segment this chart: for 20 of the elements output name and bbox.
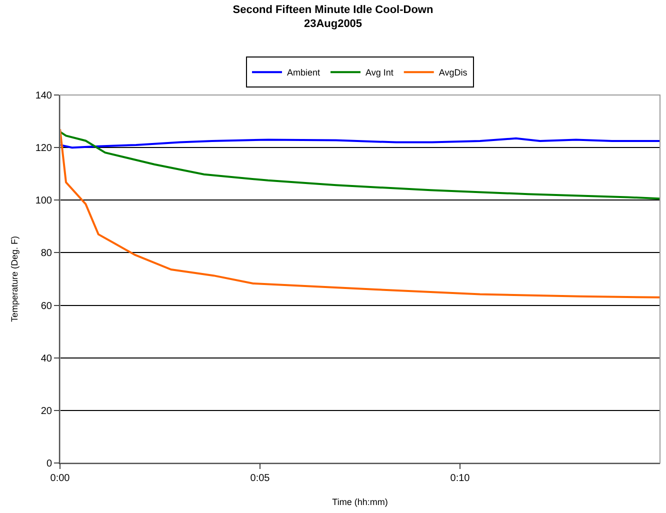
- y-tick-label: 20: [40, 406, 52, 417]
- legend-label: Avg Int: [366, 68, 394, 78]
- chart-title: Second Fifteen Minute Idle Cool-Down 23Aug2005: [232, 4, 434, 30]
- y-tick-label: 0: [46, 458, 52, 470]
- line-series: [60, 137, 660, 149]
- y-tick-label: 100: [35, 196, 52, 207]
- legend-label: AvgDis: [438, 68, 468, 78]
- y-tick-label: 120: [35, 143, 52, 154]
- x-tick-label: 0:00: [50, 473, 70, 484]
- line-series: [60, 130, 660, 200]
- y-axis-title: Temperature (Deg. F): [10, 236, 20, 322]
- x-tick-label: 0:05: [250, 473, 270, 484]
- line-series: [60, 128, 660, 298]
- y-tick-label: 140: [35, 90, 52, 102]
- y-tick-label: 40: [40, 353, 52, 364]
- x-tick-label: 0:10: [450, 473, 470, 484]
- y-tick-label: 60: [40, 300, 52, 312]
- y-tick-label: 80: [40, 248, 52, 260]
- x-axis-title: Time (hh:mm): [332, 496, 388, 507]
- legend-label: Ambient: [287, 68, 321, 78]
